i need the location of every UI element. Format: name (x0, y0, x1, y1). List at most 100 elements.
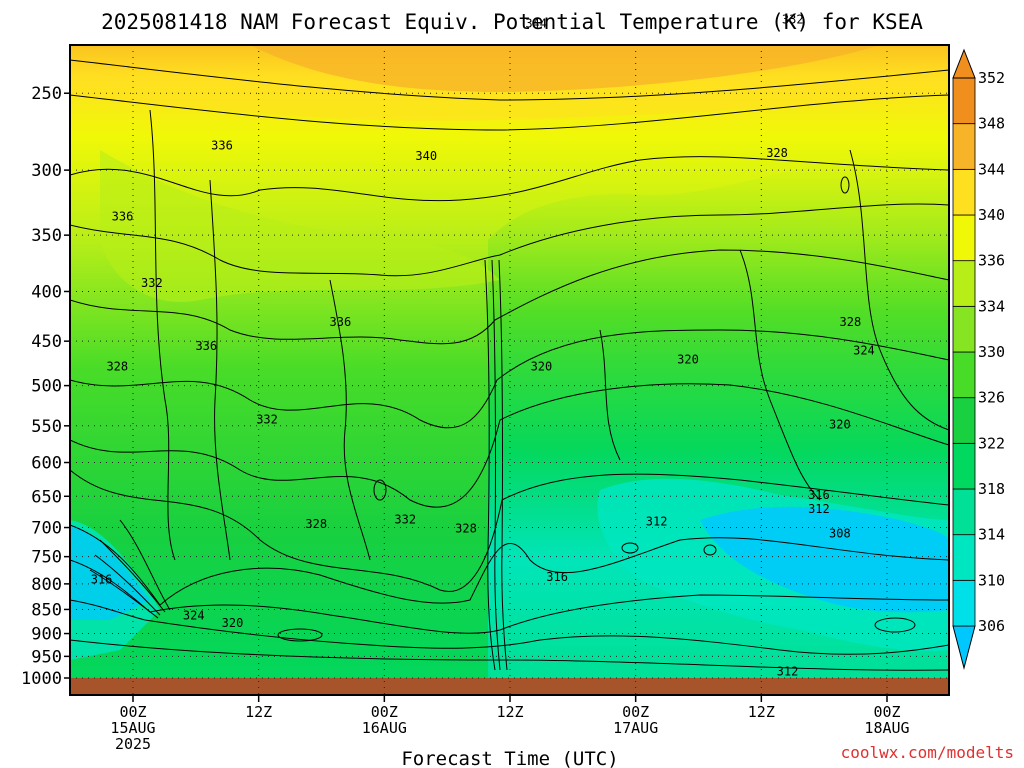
x-tick-label: 12Z (245, 703, 272, 721)
contour-label-text: 336 (195, 339, 217, 353)
contour-label: 320 (531, 360, 553, 374)
y-tick-label: 250 (31, 84, 62, 104)
colorbar-segment (952, 534, 976, 581)
colorbar-segment (952, 488, 976, 536)
colorbar-segment (952, 260, 976, 307)
contour-line (849, 149, 949, 431)
contour-label-text: 332 (782, 13, 804, 27)
contour-label: 308 (829, 527, 851, 541)
field-region-mid-warm (100, 150, 500, 302)
colorbar-segment (952, 351, 976, 399)
y-tick-label: 450 (31, 332, 62, 352)
contour-label-text: 320 (829, 417, 851, 431)
colorbar-arrow-low (952, 625, 976, 670)
y-tick-label: 400 (31, 282, 62, 302)
colorbar-segment (952, 214, 976, 262)
y-tick-label: 1000 (21, 669, 62, 689)
contour-label: 328 (106, 360, 128, 374)
x-tick-label: 15AUG (110, 719, 155, 737)
y-tick-label: 550 (31, 417, 62, 437)
credit-text[interactable]: coolwx.com/modelts (841, 743, 1014, 762)
contour-closed (840, 176, 850, 194)
chart-title: 2025081418 NAM Forecast Equiv. Potential… (101, 10, 923, 34)
contour-label-text: 320 (677, 353, 699, 367)
contour-line (119, 519, 171, 611)
contour-label: 320 (829, 417, 851, 431)
contour-line (739, 249, 821, 501)
contour-label: 316 (91, 573, 113, 587)
contour-line (70, 469, 949, 592)
colorbar-label: 344 (978, 160, 1005, 178)
contour-line (70, 524, 949, 606)
contour-label-text: 320 (222, 616, 244, 630)
contour-label-text: 328 (766, 146, 788, 160)
contour-label-text: 328 (455, 522, 477, 536)
colorbar-label: 340 (978, 206, 1005, 224)
x-tick-label: 00Z (119, 703, 146, 721)
contour-line (89, 569, 159, 619)
x-tick-label: 12Z (748, 703, 775, 721)
colorbar-label: 322 (978, 434, 1005, 452)
contour-label: 312 (646, 514, 668, 528)
contour-label: 320 (222, 616, 244, 630)
contour-label: 336 (211, 139, 233, 153)
colorbar-label: 336 (978, 252, 1005, 270)
contour-label: 336 (195, 339, 217, 353)
y-tick-label: 850 (31, 600, 62, 620)
contour-label-text: 328 (840, 315, 862, 329)
contour-label-text: 324 (183, 608, 205, 622)
contour-label: 316 (808, 488, 830, 502)
contour-line (70, 329, 949, 429)
contour-label-text: 316 (91, 573, 113, 587)
colorbar-segment (952, 168, 976, 216)
y-tick-label: 650 (31, 487, 62, 507)
x-tick-label: 00Z (622, 703, 649, 721)
contour-label: 324 (853, 343, 875, 357)
x-tick-label: 00Z (873, 703, 900, 721)
y-tick-label: 900 (31, 625, 62, 645)
colorbar-label: 314 (978, 526, 1005, 544)
contour-label-text: 312 (646, 514, 668, 528)
x-tick-label: 2025 (115, 735, 151, 753)
contour-line (209, 179, 231, 561)
contour-line (498, 259, 508, 671)
contour-line (149, 109, 176, 561)
colorbar-segment (952, 77, 976, 125)
y-tick-label: 700 (31, 519, 62, 539)
contour-label-text: 320 (531, 360, 553, 374)
colorbar-label: 330 (978, 343, 1005, 361)
contour-label-text: 332 (256, 413, 278, 427)
contour-line (329, 279, 371, 561)
contour-label-text: 344 (525, 17, 547, 31)
x-axis-label: Forecast Time (UTC) (401, 748, 618, 768)
contour-label-text: 312 (808, 502, 830, 516)
contour-label: 340 (415, 149, 437, 163)
contour-label: 328 (766, 146, 788, 160)
contour-label-text: 332 (141, 276, 163, 290)
contour-label-text: 328 (106, 360, 128, 374)
contour-line (484, 259, 496, 671)
contour-label-text: 336 (112, 210, 134, 224)
colorbar-segment (952, 442, 976, 490)
contour-line (94, 554, 161, 616)
x-tick-label: 12Z (496, 703, 523, 721)
ground-strip (70, 678, 949, 695)
contour-label: 312 (777, 665, 799, 679)
colorbar-label: 334 (978, 297, 1005, 315)
y-tick-label: 600 (31, 454, 62, 474)
colorbar-segment (952, 397, 976, 444)
colorbar-arrow-high (952, 48, 976, 79)
contour-label-text: 328 (305, 517, 327, 531)
y-tick-label: 800 (31, 575, 62, 595)
contour-label-text: 316 (546, 570, 568, 584)
contour-line (70, 249, 949, 345)
contour-line (70, 94, 949, 131)
colorbar-label: 318 (978, 480, 1005, 498)
contour-label-text: 336 (330, 315, 352, 329)
x-tick-label: 18AUG (864, 719, 909, 737)
contour-label: 332 (141, 276, 163, 290)
colorbar-label: 306 (978, 617, 1005, 635)
contour-label-text: 308 (829, 527, 851, 541)
contour-line (70, 203, 949, 277)
